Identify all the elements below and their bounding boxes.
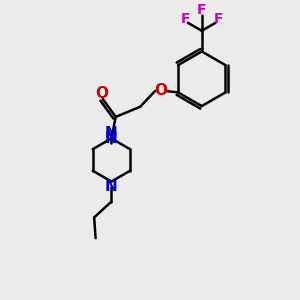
Text: N: N — [105, 126, 118, 141]
Text: O: O — [154, 83, 167, 98]
Text: N: N — [105, 131, 118, 146]
Text: F: F — [180, 12, 190, 26]
Text: N: N — [105, 179, 118, 194]
Text: F: F — [214, 12, 223, 26]
Text: O: O — [95, 86, 108, 101]
Text: F: F — [197, 3, 206, 17]
